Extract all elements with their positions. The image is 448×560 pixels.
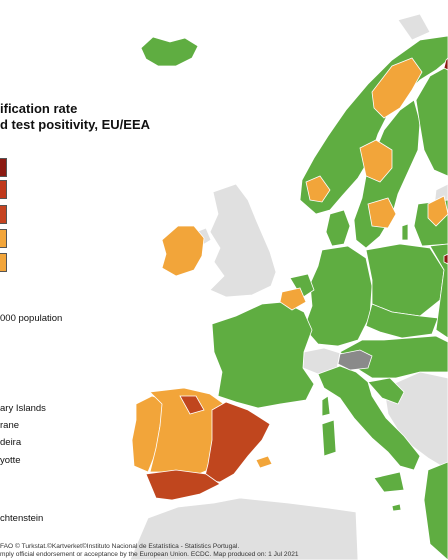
legend-swatch-3 (0, 205, 7, 224)
baltic-dark-region (443, 253, 448, 265)
gotland (401, 223, 409, 241)
iceland (140, 36, 199, 67)
legend-swatch-2 (0, 180, 7, 199)
malta (391, 503, 402, 512)
title-line-1: ification rate (0, 101, 78, 116)
red-regions (145, 57, 448, 501)
finland-dark-region (443, 57, 448, 71)
orange-regions (131, 57, 448, 477)
czechia-slovakia (365, 303, 439, 339)
poland (365, 243, 445, 317)
attribution-line-2: mply official endorsement or acceptance … (0, 551, 299, 558)
east-europe (429, 243, 448, 339)
attribution-line-1: FAO © Turkstat.©Kartverket©Instituto Nac… (0, 543, 240, 550)
legend-swatch-5 (0, 253, 7, 272)
legend-region-mayotte: yotte (0, 455, 21, 466)
great-britain (209, 183, 277, 298)
title-line-2: d test positivity, EU/EEA (0, 117, 151, 132)
legend-region-guyane: rane (0, 420, 20, 431)
sicily (373, 471, 405, 493)
finland-south-region (427, 195, 448, 227)
italy (317, 365, 421, 471)
legend-region-madeira: deira (0, 437, 22, 448)
legend-swatch-1 (0, 158, 7, 177)
legend-region-canary: ary Islands (0, 403, 46, 414)
legend-swatch-4 (0, 229, 7, 248)
corsica (321, 395, 331, 417)
norway-south-region (305, 175, 331, 203)
north-africa (129, 497, 359, 560)
sardinia (321, 419, 337, 457)
spain-east (203, 401, 271, 483)
sweden-region-south (367, 197, 397, 229)
svalbard-area (397, 13, 431, 41)
legend-region-liechtenstein: chtenstein (0, 513, 44, 524)
spain-north-region (179, 395, 205, 415)
germany (303, 245, 373, 347)
benelux-region (279, 287, 307, 311)
denmark (325, 209, 351, 247)
liechtenstein-area (337, 349, 373, 371)
sweden-region-north (359, 139, 393, 183)
finland (415, 65, 448, 177)
slovenia-croatia (367, 377, 405, 405)
spain-south (145, 469, 221, 501)
legend-population-label: 000 population (0, 313, 63, 324)
norway-north-region (371, 57, 423, 119)
france (211, 301, 315, 409)
greece-edge (423, 461, 448, 560)
ireland (161, 225, 205, 277)
balearic (255, 455, 273, 469)
